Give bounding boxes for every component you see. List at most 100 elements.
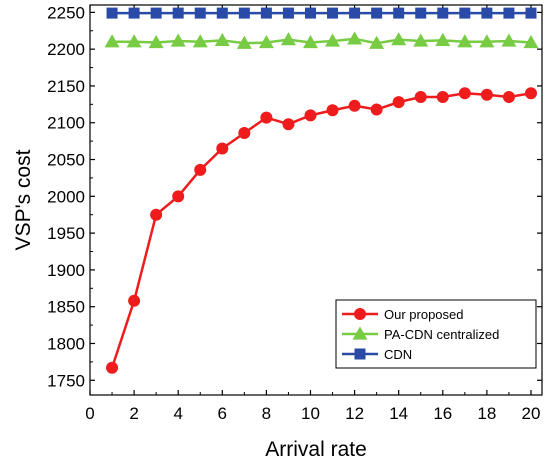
data-point	[192, 34, 208, 48]
legend-marker	[354, 348, 366, 360]
data-point	[480, 88, 493, 101]
data-point	[238, 7, 250, 19]
data-point	[414, 90, 427, 103]
data-point	[392, 96, 405, 109]
data-point	[260, 7, 272, 19]
data-point	[282, 7, 294, 19]
legend-label: PA-CDN centralized	[384, 327, 499, 342]
data-point	[370, 103, 383, 116]
data-point	[391, 32, 407, 46]
data-point	[194, 7, 206, 19]
data-point	[369, 35, 385, 49]
legend-entry: Our proposed	[342, 307, 464, 322]
x-tick-label: 10	[301, 404, 320, 423]
legend: Our proposed PA-CDN centralized CDN	[335, 299, 537, 369]
data-point	[436, 90, 449, 103]
legend-entry: CDN	[342, 347, 412, 362]
data-point	[236, 35, 252, 49]
data-point	[349, 7, 361, 19]
data-point	[216, 7, 228, 19]
x-tick-label: 4	[173, 404, 182, 423]
y-tick-label: 1850	[47, 298, 85, 317]
y-axis: 1750 1800 1850 1900 1950 2000 2050 2100 2150 2200…	[47, 3, 542, 390]
data-point	[371, 7, 383, 19]
x-axis: 0 2 4 6 8 10 12 14 16 18 20	[85, 5, 540, 423]
data-point	[170, 33, 186, 47]
data-point	[194, 163, 207, 176]
data-point	[126, 34, 142, 48]
data-point	[437, 7, 449, 19]
data-point	[304, 109, 317, 122]
legend-entry: PA-CDN centralized	[342, 326, 499, 342]
series-layer	[104, 7, 539, 374]
data-point	[347, 31, 363, 45]
data-point	[457, 34, 473, 48]
legend-marker	[352, 326, 368, 340]
data-point	[282, 118, 295, 131]
data-point	[501, 33, 517, 47]
data-point	[258, 35, 274, 49]
data-point	[304, 7, 316, 19]
data-point	[216, 142, 229, 155]
x-tick-label: 14	[389, 404, 408, 423]
plot-frame	[89, 4, 543, 396]
series-0	[106, 87, 537, 374]
x-tick-label: 12	[345, 404, 364, 423]
x-axis-title: Arrival rate	[265, 438, 367, 461]
x-tick-label: 18	[477, 404, 496, 423]
data-point	[415, 7, 427, 19]
data-point	[348, 99, 361, 112]
data-point	[238, 127, 251, 140]
y-tick-label: 2100	[47, 114, 85, 133]
data-point	[524, 87, 537, 100]
data-point	[393, 7, 405, 19]
data-point	[128, 7, 140, 19]
series-2	[106, 7, 537, 19]
y-tick-label: 2150	[47, 77, 85, 96]
data-point	[435, 32, 451, 46]
data-point	[523, 35, 539, 49]
x-tick-label: 20	[522, 404, 541, 423]
data-point	[479, 34, 495, 48]
data-point	[325, 33, 341, 47]
y-axis-title: VSP's cost	[12, 149, 35, 250]
data-point	[280, 32, 296, 46]
data-point	[148, 35, 164, 49]
y-tick-label: 1900	[47, 261, 85, 280]
data-point	[106, 361, 119, 374]
data-point	[326, 104, 339, 117]
y-tick-label: 2250	[47, 3, 85, 22]
data-point	[172, 7, 184, 19]
data-point	[481, 7, 493, 19]
data-point	[302, 35, 318, 49]
data-point	[104, 34, 120, 48]
data-point	[150, 208, 163, 221]
y-tick-label: 1750	[47, 371, 85, 390]
data-point	[172, 190, 185, 203]
legend-marker	[354, 308, 366, 320]
data-point	[525, 7, 537, 19]
data-point	[327, 7, 339, 19]
data-point	[502, 90, 515, 103]
x-tick-label: 0	[85, 404, 94, 423]
y-tick-label: 2200	[47, 40, 85, 59]
x-tick-label: 2	[129, 404, 138, 423]
x-tick-label: 8	[262, 404, 271, 423]
data-point	[260, 111, 273, 124]
series-1	[104, 31, 539, 49]
data-point	[106, 7, 118, 19]
y-tick-label: 1950	[47, 224, 85, 243]
data-point	[214, 32, 230, 46]
y-tick-label: 1800	[47, 334, 85, 353]
y-tick-label: 2000	[47, 187, 85, 206]
x-tick-label: 6	[218, 404, 227, 423]
data-point	[458, 87, 471, 100]
x-tick-label: 16	[433, 404, 452, 423]
y-tick-label: 2050	[47, 151, 85, 170]
data-point	[503, 7, 515, 19]
data-point	[413, 33, 429, 47]
data-point	[150, 7, 162, 19]
legend-label: CDN	[384, 347, 412, 362]
legend-label: Our proposed	[384, 307, 464, 322]
